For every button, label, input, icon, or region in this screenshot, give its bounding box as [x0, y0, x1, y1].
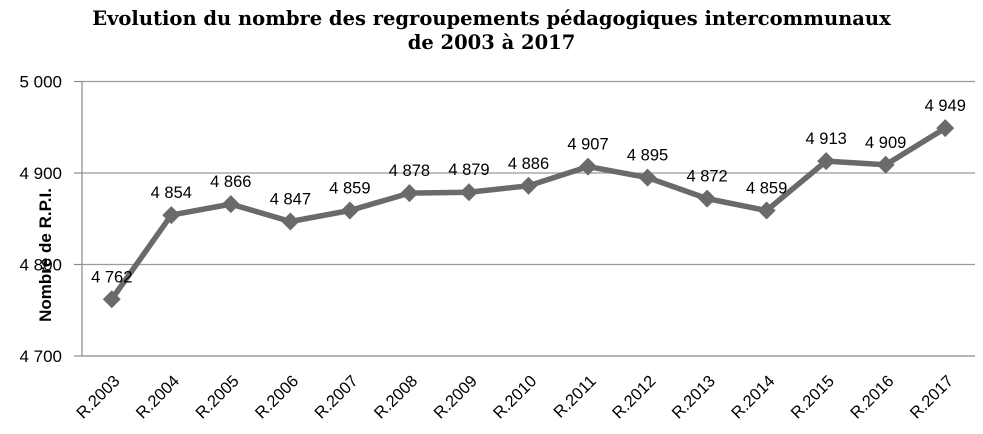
data-point-label: 4 847	[270, 190, 311, 208]
data-point-label: 4 866	[210, 173, 251, 191]
chart-title-line1: Evolution du nombre des regroupements pé…	[92, 7, 891, 30]
data-point-marker	[936, 119, 955, 138]
x-tick-label: R.2015	[788, 372, 838, 422]
data-point-label: 4 895	[627, 147, 668, 165]
x-tick-label: R.2016	[847, 372, 897, 422]
data-point-marker	[638, 168, 657, 187]
data-point-label: 4 854	[151, 184, 192, 202]
data-point-marker	[817, 152, 836, 171]
x-tick-label: R.2014	[728, 372, 778, 422]
chart-title-line2: de 2003 à 2017	[407, 31, 576, 55]
x-tick-label: R.2017	[907, 372, 957, 422]
y-tick-label: 4 800	[19, 256, 62, 275]
data-point-label: 4 859	[746, 180, 787, 198]
data-point-label: 4 913	[806, 130, 847, 148]
data-point-marker	[459, 183, 478, 202]
data-point-marker	[579, 157, 598, 176]
x-tick-label: R.2005	[192, 372, 242, 422]
x-tick-label: R.2011	[550, 372, 599, 421]
data-point-label: 4 762	[91, 268, 132, 286]
data-point-marker	[340, 201, 359, 220]
data-point-marker	[876, 155, 895, 174]
x-tick-label: R.2013	[669, 372, 719, 422]
data-point-marker	[698, 189, 717, 208]
data-point-label: 4 907	[567, 136, 608, 154]
data-point-marker	[162, 206, 181, 225]
data-point-marker	[281, 212, 300, 231]
data-point-marker	[757, 201, 776, 220]
data-point-marker	[102, 290, 121, 309]
x-tick-label: R.2010	[490, 372, 540, 422]
data-point-label: 4 872	[686, 168, 727, 186]
y-tick-label: 4 900	[19, 164, 62, 183]
data-point-label: 4 879	[448, 161, 489, 179]
x-tick-label: R.2012	[609, 372, 659, 422]
data-point-label: 4 859	[329, 180, 370, 198]
chart-title: Evolution du nombre des regroupements pé…	[0, 7, 983, 56]
y-tick-label: 5 000	[19, 73, 62, 92]
data-point-marker	[519, 176, 538, 195]
x-tick-label: R.2003	[73, 372, 123, 422]
y-tick-label: 4 700	[19, 347, 62, 366]
x-tick-label: R.2007	[311, 372, 361, 422]
data-point-marker	[400, 184, 419, 203]
data-point-label: 4 878	[389, 162, 430, 180]
x-tick-label: R.2006	[252, 372, 302, 422]
x-tick-label: R.2008	[371, 372, 421, 422]
x-tick-label: R.2004	[133, 372, 183, 422]
data-point-marker	[221, 195, 240, 214]
data-point-label: 4 909	[865, 134, 906, 152]
x-tick-label: R.2009	[430, 372, 480, 422]
data-point-label: 4 886	[508, 155, 549, 173]
data-point-label: 4 949	[925, 97, 966, 115]
